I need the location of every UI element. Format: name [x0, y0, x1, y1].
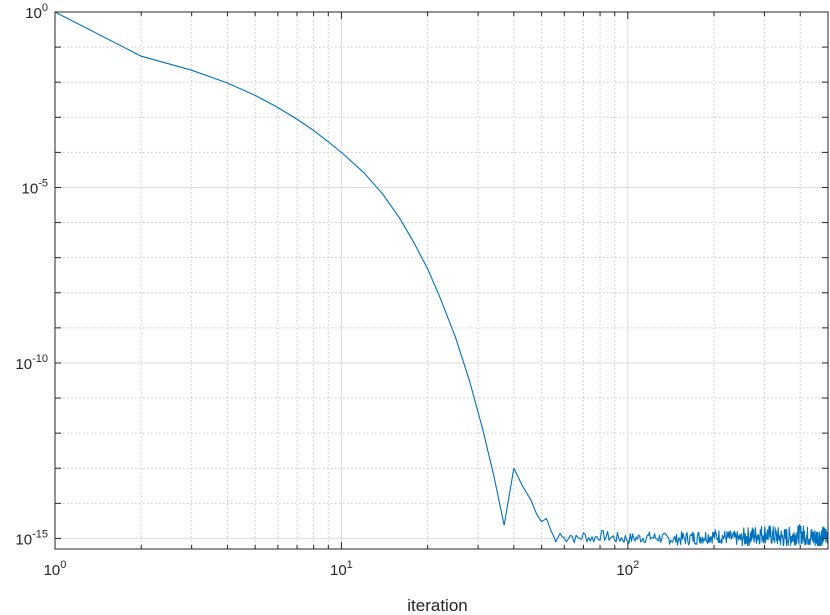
y-tick-label-exp: -10	[32, 353, 48, 365]
axes	[54, 11, 829, 550]
y-tick-label-exp: -15	[32, 528, 48, 540]
x-tick-label-exp: 2	[633, 559, 639, 571]
y-tick-label-exp: 0	[42, 2, 48, 14]
plot-area	[54, 11, 829, 547]
y-tick-label-base: 10	[25, 5, 42, 22]
y-tick-label: 10-10	[15, 353, 48, 373]
x-tick-label-base: 10	[330, 562, 347, 579]
y-tick-label: 10-5	[22, 177, 48, 197]
y-tick-label: 100	[25, 2, 48, 22]
x-tick-label: 102	[616, 559, 639, 579]
x-tick-label-exp: 1	[347, 559, 353, 571]
x-tick-label: 101	[330, 559, 353, 579]
y-tick-label-base: 10	[15, 531, 32, 548]
axes-box	[54, 11, 829, 550]
x-tick-label-base: 10	[44, 562, 61, 579]
series-line	[54, 11, 829, 547]
y-tick-label-base: 10	[22, 180, 39, 197]
x-tick-label-base: 10	[616, 562, 633, 579]
minor-grid	[55, 12, 829, 549]
x-tick-label-exp: 0	[60, 559, 66, 571]
y-tick-label: 10-15	[15, 528, 48, 548]
x-axis-label: iteration	[407, 596, 467, 615]
y-tick-label-exp: -5	[38, 177, 48, 189]
x-tick-label: 100	[44, 559, 67, 579]
y-tick-label-base: 10	[15, 356, 32, 373]
tick-marks	[54, 11, 829, 549]
